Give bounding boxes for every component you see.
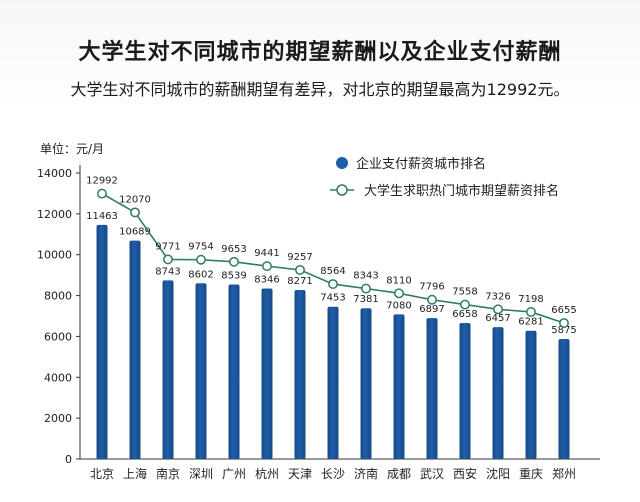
bar bbox=[294, 290, 306, 459]
line-point bbox=[460, 299, 470, 310]
line-point bbox=[229, 256, 239, 267]
bar-value-label: 5875 bbox=[551, 325, 576, 336]
bar-value-label: 6281 bbox=[518, 317, 543, 328]
x-tick-label: 南京 bbox=[156, 466, 180, 481]
bar bbox=[228, 284, 240, 459]
line-value-label: 8564 bbox=[320, 266, 345, 277]
bar bbox=[261, 288, 273, 459]
line-value-label: 9257 bbox=[287, 252, 312, 263]
line-value-label: 8110 bbox=[386, 275, 411, 286]
bar bbox=[360, 308, 372, 459]
line-point bbox=[295, 264, 305, 275]
bar-value-label: 6658 bbox=[452, 309, 477, 320]
chart-title: 大学生对不同城市的期望薪酬以及企业支付薪酬 bbox=[78, 40, 562, 65]
x-tick-label: 广州 bbox=[222, 467, 246, 481]
line-point bbox=[559, 318, 569, 328]
bar-value-label: 7080 bbox=[386, 300, 411, 311]
bar bbox=[426, 318, 438, 459]
bar bbox=[327, 306, 339, 459]
y-tick-label: 12000 bbox=[37, 208, 72, 221]
bar bbox=[162, 280, 174, 459]
line-value-label: 6655 bbox=[551, 305, 576, 316]
line-value-label: 7796 bbox=[419, 282, 444, 293]
y-tick-label: 10000 bbox=[37, 249, 72, 262]
line-value-label: 8343 bbox=[353, 271, 378, 282]
chart-subtitle: 大学生对不同城市的薪酬期望有差异，对北京的期望最高为12992元。 bbox=[70, 80, 570, 99]
line-point bbox=[361, 283, 371, 294]
bar bbox=[492, 327, 504, 459]
bar-value-label: 8346 bbox=[254, 275, 279, 286]
bar bbox=[525, 330, 537, 459]
y-tick-label: 0 bbox=[65, 453, 72, 466]
x-tick-label: 成都 bbox=[387, 467, 411, 481]
x-tick-label: 杭州 bbox=[255, 466, 279, 481]
line-value-label: 12070 bbox=[119, 194, 151, 205]
y-tick-label: 8000 bbox=[44, 290, 72, 303]
line-value-label: 7326 bbox=[485, 291, 510, 302]
y-tick-label: 2000 bbox=[44, 412, 72, 425]
bar bbox=[558, 338, 570, 459]
line-point bbox=[262, 261, 272, 272]
bar-value-label: 7453 bbox=[320, 293, 345, 304]
bar-value-label: 6897 bbox=[419, 304, 444, 315]
bar-value-label: 10689 bbox=[119, 227, 151, 238]
y-tick-label: 6000 bbox=[44, 330, 72, 343]
bar bbox=[459, 322, 471, 459]
bar-value-label: 8743 bbox=[155, 266, 180, 277]
bar-value-label: 8602 bbox=[188, 269, 213, 280]
line-point bbox=[163, 254, 173, 265]
x-tick-label: 郑州 bbox=[552, 466, 576, 481]
line-value-label: 12992 bbox=[86, 176, 118, 187]
x-tick-label: 上海 bbox=[123, 466, 147, 481]
legend-bar-label: 企业支付薪资城市排名 bbox=[356, 156, 486, 172]
y-tick-label: 14000 bbox=[37, 167, 72, 180]
line-value-label: 7558 bbox=[452, 287, 477, 298]
line-point bbox=[394, 288, 404, 299]
line-point bbox=[493, 304, 503, 315]
legend-line-label: 大学生求职热门城市期望薪资排名 bbox=[364, 183, 559, 199]
line-value-label: 9441 bbox=[254, 248, 279, 259]
line-value-label: 9754 bbox=[188, 242, 213, 253]
bar-value-label: 8271 bbox=[287, 276, 312, 287]
bar bbox=[129, 240, 141, 459]
x-tick-label: 长沙 bbox=[321, 467, 345, 481]
bar bbox=[96, 224, 108, 459]
x-tick-label: 深圳 bbox=[189, 467, 213, 481]
line-value-label: 9771 bbox=[155, 241, 180, 252]
legend-line-marker bbox=[336, 184, 348, 196]
bar-value-label: 11463 bbox=[86, 211, 118, 222]
line-point bbox=[196, 254, 206, 265]
x-tick-label: 天津 bbox=[288, 467, 312, 481]
bar-value-label: 6457 bbox=[485, 313, 510, 324]
line-point bbox=[130, 207, 140, 218]
line-value-label: 9653 bbox=[221, 244, 246, 255]
bar-value-label: 7381 bbox=[353, 294, 378, 305]
x-tick-label: 武汉 bbox=[420, 467, 444, 481]
x-tick-label: 重庆 bbox=[519, 467, 543, 481]
bar bbox=[195, 283, 207, 459]
y-tick-label: 4000 bbox=[44, 371, 72, 384]
y-axis-unit-label: 单位：元/月 bbox=[40, 142, 105, 156]
line-point bbox=[427, 294, 437, 305]
line-value-label: 7198 bbox=[518, 294, 543, 305]
line-point bbox=[97, 188, 107, 199]
line-point bbox=[526, 307, 536, 317]
x-tick-label: 北京 bbox=[90, 467, 114, 481]
legend-bar-marker bbox=[336, 157, 348, 169]
x-tick-label: 沈阳 bbox=[486, 466, 510, 481]
line-point bbox=[328, 279, 338, 289]
x-tick-label: 西安 bbox=[453, 466, 477, 481]
bar-value-label: 8539 bbox=[221, 271, 246, 282]
x-tick-label: 济南 bbox=[354, 466, 378, 481]
bar bbox=[393, 314, 405, 459]
